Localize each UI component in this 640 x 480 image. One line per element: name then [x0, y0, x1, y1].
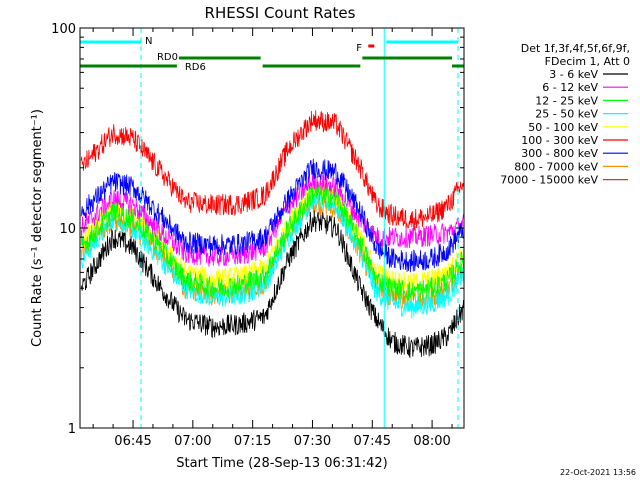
x-tick-label: 08:00 [413, 434, 450, 449]
annotation-label-n: N [145, 36, 152, 47]
legend: Det 1f,3f,4f,5f,6f,9f, FDecim 1, Att 0 3… [500, 42, 630, 187]
x-axis-label: Start Time (28-Sep-13 06:31:42) [176, 456, 387, 471]
series-line-12-25-kev [80, 184, 464, 302]
legend-label: 800 - 7000 keV [514, 160, 598, 173]
annotation-label-rd0: RD0 [157, 52, 178, 63]
x-tick-label: 06:45 [114, 434, 151, 449]
legend-label: 12 - 25 keV [535, 94, 598, 107]
x-tick-label: 07:15 [234, 434, 271, 449]
legend-header-line-1: Det 1f,3f,4f,5f,6f,9f, [521, 42, 630, 55]
x-axis: 06:45 07:00 07:15 07:30 07:45 08:00 [92, 28, 453, 449]
annotation-label-f: F [356, 43, 362, 54]
annotation-label-rd6: RD6 [185, 62, 206, 73]
legend-label: 300 - 800 keV [521, 147, 598, 160]
y-tick-label: 1 [68, 422, 76, 437]
y-tick-label: 100 [51, 22, 76, 37]
footer-timestamp: 22-Oct-2021 13:56 [560, 468, 636, 477]
y-tick-label: 10 [59, 222, 76, 237]
x-tick-label: 07:45 [354, 434, 391, 449]
legend-label: 100 - 300 keV [521, 134, 598, 147]
series-line-300-800-kev [80, 158, 464, 273]
y-axis-label: Count Rate (s⁻¹ detector segment⁻¹) [30, 109, 45, 347]
plot-area: N F RD0 RD6 [79, 28, 464, 428]
chart-title: RHESSI Count Rates [205, 4, 356, 22]
x-tick-label: 07:30 [294, 434, 331, 449]
legend-label: 50 - 100 keV [528, 121, 598, 134]
series-line-100-300-kev [80, 110, 464, 232]
y-axis: 1 10 100 [51, 22, 464, 437]
x-tick-label: 07:00 [174, 434, 211, 449]
series-line-3-6-kev [80, 210, 464, 359]
legend-label: 7000 - 15000 keV [500, 174, 598, 187]
legend-label: 6 - 12 keV [542, 81, 598, 94]
legend-label: 25 - 50 keV [535, 108, 598, 121]
legend-header-line-2: FDecim 1, Att 0 [545, 55, 630, 68]
legend-label: 3 - 6 keV [549, 68, 598, 81]
